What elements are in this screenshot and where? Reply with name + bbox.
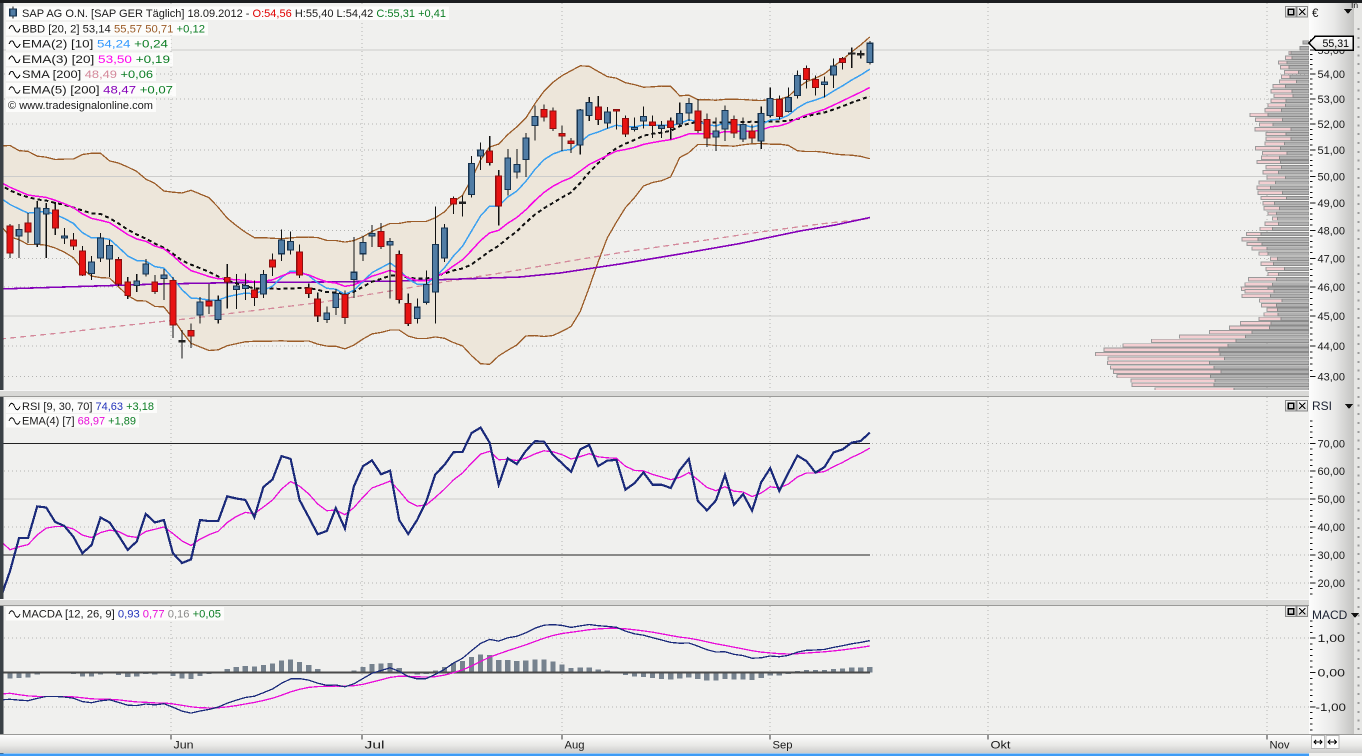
svg-text:Sep: Sep	[773, 740, 793, 752]
svg-text:EMA(2) [10] 54,24 +0,24: EMA(2) [10] 54,24 +0,24	[22, 39, 168, 51]
svg-text:© www.tradesignalonline.com: © www.tradesignalonline.com	[8, 100, 153, 112]
svg-text:47,00: 47,00	[1318, 253, 1346, 265]
svg-text:MACDA [12, 26, 9] 0,93 0,77 0,: MACDA [12, 26, 9] 0,93 0,77 0,16 +0,05	[22, 609, 221, 621]
svg-text:SAP AG O.N. [SAP GER Täglich]: SAP AG O.N. [SAP GER Täglich] 18.09.2012…	[22, 8, 446, 20]
svg-text:43,00: 43,00	[1318, 371, 1346, 383]
svg-text:45,00: 45,00	[1318, 311, 1346, 323]
svg-text:Jul: Jul	[365, 740, 385, 752]
svg-text:Aug: Aug	[565, 740, 585, 752]
svg-text:BBD [20, 2] 53,14 55,57 50,71: BBD [20, 2] 53,14 55,57 50,71 +0,12	[22, 23, 205, 35]
svg-text:20,00: 20,00	[1318, 578, 1346, 590]
svg-text:1,00: 1,00	[1318, 633, 1346, 645]
svg-text:Jun: Jun	[174, 740, 194, 752]
svg-text:40,00: 40,00	[1318, 522, 1346, 534]
svg-text:50,00: 50,00	[1318, 494, 1346, 506]
svg-text:RSI [9, 30, 70] 74,63 +3,18: RSI [9, 30, 70] 74,63 +3,18	[22, 401, 154, 413]
svg-text:50,00: 50,00	[1318, 171, 1346, 183]
svg-text:30,00: 30,00	[1318, 550, 1346, 562]
svg-text:EMA(3) [20] 53,50 +0,19: EMA(3) [20] 53,50 +0,19	[22, 54, 170, 66]
svg-text:In: In	[1351, 0, 1358, 10]
svg-text:€: €	[1312, 8, 1319, 20]
svg-text:RSI: RSI	[1312, 399, 1332, 413]
svg-text:48,00: 48,00	[1318, 225, 1346, 237]
svg-text:60,00: 60,00	[1318, 466, 1346, 478]
svg-text:-1,00: -1,00	[1316, 702, 1347, 714]
svg-text:0,00: 0,00	[1318, 668, 1346, 680]
svg-text:70,00: 70,00	[1318, 438, 1346, 450]
svg-text:EMA(4) [7] 68,97 +1,89: EMA(4) [7] 68,97 +1,89	[22, 416, 136, 428]
svg-text:53,00: 53,00	[1318, 94, 1346, 106]
svg-text:Nov: Nov	[1270, 740, 1291, 752]
svg-text:55,31: 55,31	[1323, 38, 1350, 50]
svg-text:44,00: 44,00	[1318, 341, 1346, 353]
svg-text:MACD: MACD	[1312, 608, 1348, 622]
svg-text:46,00: 46,00	[1318, 282, 1346, 294]
svg-text:51,00: 51,00	[1318, 145, 1346, 157]
svg-text:49,00: 49,00	[1318, 198, 1346, 210]
svg-text:54,00: 54,00	[1318, 69, 1346, 81]
svg-text:52,00: 52,00	[1318, 119, 1346, 131]
svg-text:SMA [200] 48,49 +0,06: SMA [200] 48,49 +0,06	[22, 69, 153, 81]
svg-text:EMA(5) [200] 48,47 +0,07: EMA(5) [200] 48,47 +0,07	[22, 85, 173, 97]
svg-text:Okt: Okt	[991, 740, 1011, 752]
